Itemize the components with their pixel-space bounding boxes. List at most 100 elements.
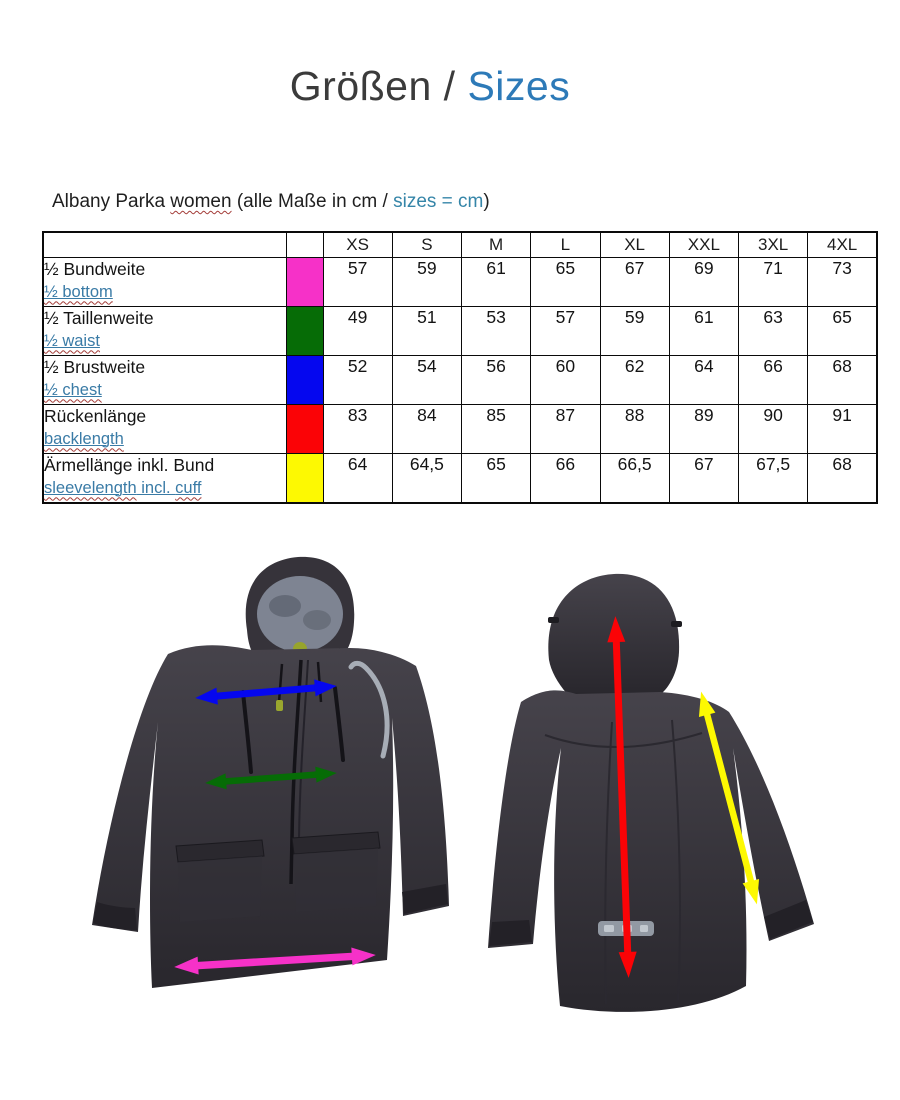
reflective-strip-segment	[604, 925, 614, 932]
subtitle-middle: (alle Maße in cm /	[231, 191, 394, 212]
arrow-shaft	[195, 952, 355, 970]
size-value: 90	[737, 403, 809, 454]
back-seam	[604, 721, 613, 1005]
size-value: 64	[322, 452, 393, 503]
size-value: 65	[530, 256, 601, 307]
front-hood-lining	[257, 576, 343, 652]
size-value: 68	[807, 354, 878, 405]
hood-drawcord	[277, 663, 284, 703]
label-column-header	[42, 231, 287, 258]
arrow-head	[607, 616, 626, 643]
size-value: 89	[668, 403, 740, 454]
subtitle-sizes-note: sizes = cm	[393, 191, 484, 212]
size-value: 62	[599, 354, 670, 405]
color-swatch	[286, 306, 323, 355]
front-pocket-flap-right	[291, 831, 381, 855]
zipper-pull	[276, 700, 283, 711]
arrow-head	[698, 691, 716, 717]
label-de: Ärmellänge inkl. Bund	[44, 454, 215, 475]
size-header: S	[391, 231, 463, 258]
label-en: ½ waist	[44, 331, 100, 350]
front-jacket-body	[92, 645, 449, 988]
size-value: 66,5	[599, 452, 670, 503]
arrow-head	[195, 687, 218, 705]
size-value: 65	[807, 305, 878, 356]
arrow-shaft	[612, 637, 632, 957]
arrow-shaft	[703, 711, 755, 885]
page-title: Größen / Sizes	[0, 63, 860, 109]
measurement-label-cell: ½ Taillenweite ½ waist	[42, 305, 287, 356]
front-zipper	[289, 659, 303, 885]
size-value: 61	[668, 305, 740, 356]
front-pocket-body-left	[178, 856, 262, 922]
arrow-shaft	[214, 684, 318, 700]
subtitle-product: Albany Parka	[52, 191, 171, 212]
size-header: XL	[599, 231, 670, 258]
size-value: 60	[530, 354, 601, 405]
back-right-cuff	[764, 900, 813, 939]
back-left-cuff	[489, 920, 532, 946]
hood-lining-shade	[303, 610, 331, 630]
measurement-label-cell: ½ Brustweite ½ chest	[42, 354, 287, 405]
label-de: ½ Taillenweite	[44, 307, 154, 328]
size-table-body: ½ Bundweite ½ bottom 57 59 61 65 67 69 71 73 ½ Tai…	[42, 256, 878, 503]
size-value: 53	[460, 305, 532, 356]
size-value: 63	[737, 305, 809, 356]
color-swatch-cell	[285, 256, 324, 307]
arrow-shaft	[223, 771, 319, 785]
subtitle-spellcheck-word: women	[170, 191, 232, 212]
size-table: XS S M L XL XXL 3XL 4XL ½ Bundweite ½ bottom 57 59…	[42, 231, 878, 504]
size-value: 88	[599, 403, 670, 454]
size-header: L	[530, 231, 601, 258]
table-row: ½ Brustweite ½ chest 52 54 56 60 62 64 66 68	[42, 354, 878, 405]
product-subtitle: Albany Parka women (alle Maße in cm / si…	[52, 191, 490, 213]
subtitle-closing: )	[483, 191, 490, 212]
size-value: 68	[807, 452, 878, 503]
label-de: ½ Brustweite	[44, 356, 146, 377]
size-value: 67	[599, 256, 670, 307]
arrow-head	[742, 879, 760, 905]
color-swatch-cell	[285, 305, 324, 356]
measurement-label-cell: ½ Bundweite ½ bottom	[42, 256, 287, 307]
size-value: 59	[599, 305, 670, 356]
front-jacket-figure	[92, 556, 449, 988]
color-swatch	[286, 404, 323, 453]
front-placket-seam	[298, 659, 309, 839]
size-value: 67	[668, 452, 740, 503]
size-value: 57	[322, 256, 393, 307]
back-jacket-figure	[488, 573, 814, 1012]
size-value: 66	[530, 452, 601, 503]
arrow-head	[315, 766, 337, 783]
back-length-arrow	[607, 616, 637, 978]
color-swatch	[286, 355, 323, 404]
table-row: ½ Bundweite ½ bottom 57 59 61 65 67 69 71 73	[42, 256, 878, 307]
size-header: 3XL	[737, 231, 809, 258]
color-swatch-cell	[285, 403, 324, 454]
waist-width-arrow	[205, 766, 337, 790]
sleeve-length-arrow	[698, 691, 760, 905]
back-jacket-body	[488, 690, 814, 1012]
swatch-column-header	[285, 231, 324, 258]
label-en: sleevelength incl. cuff	[44, 478, 202, 497]
size-value: 64	[668, 354, 740, 405]
front-pocket-flap-left	[175, 839, 265, 863]
arrow-head	[205, 773, 227, 790]
chest-pocket-zip-right	[333, 686, 345, 762]
arrow-head	[174, 956, 199, 975]
page-title-german: Größen /	[289, 63, 468, 109]
size-value: 61	[460, 256, 532, 307]
hood-lining-shade	[269, 595, 301, 617]
size-value: 65	[460, 452, 532, 503]
size-value: 66	[737, 354, 809, 405]
page-title-english: Sizes	[467, 63, 571, 109]
size-value: 67,5	[737, 452, 809, 503]
size-value: 91	[807, 403, 878, 454]
label-de: ½ Bundweite	[44, 258, 146, 279]
arrow-head	[314, 679, 337, 697]
label-en: ½ bottom	[44, 282, 113, 301]
table-row: Rückenlänge backlength 83 84 85 87 88 89 90 91	[42, 403, 878, 454]
size-header: 4XL	[807, 231, 878, 258]
color-swatch-cell	[285, 452, 324, 503]
table-row: ½ Taillenweite ½ waist 49 51 53 57 59 61 63 65	[42, 305, 878, 356]
size-value: 51	[391, 305, 463, 356]
